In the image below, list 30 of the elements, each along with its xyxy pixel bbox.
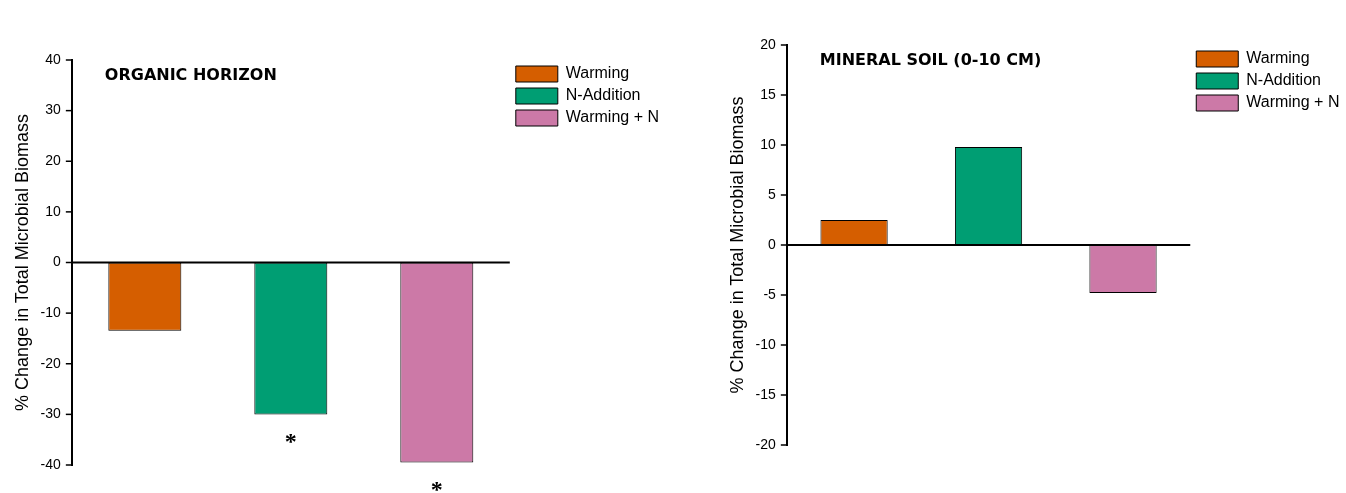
legend-label: N-Addition — [565, 86, 641, 104]
y-tick-label: 20 — [760, 35, 777, 52]
y-tick-label: 40 — [45, 50, 62, 67]
legend-label: N-Addition — [1246, 71, 1321, 89]
y-tick-label: 20 — [45, 152, 62, 169]
y-tick-label: -20 — [40, 354, 62, 371]
y-tick-label: 10 — [760, 135, 777, 152]
chart-title: MINERAL SOIL (0-10 CM) — [819, 50, 1042, 70]
y-tick-label: -10 — [40, 303, 62, 320]
legend-label: Warming + N — [1246, 93, 1340, 111]
y-tick-label: 5 — [768, 185, 777, 202]
y-tick-label: -30 — [40, 405, 62, 422]
y-axis-title: % Change in Total Microbial Biomass — [726, 96, 747, 394]
y-axis-title: % Change in Total Microbial Biomass — [11, 114, 32, 411]
y-tick-label: -20 — [755, 435, 777, 452]
y-tick-label: -40 — [40, 455, 62, 472]
data-label: * — [284, 427, 297, 454]
y-tick-label: -15 — [755, 385, 777, 402]
y-tick-label: 10 — [45, 202, 62, 219]
data-label: * — [430, 475, 443, 493]
y-tick-label: -5 — [763, 285, 777, 302]
y-tick-label: 0 — [53, 253, 62, 270]
chart-title: ORGANIC HORIZON — [104, 65, 277, 85]
legend-label: Warming — [565, 64, 630, 82]
legend-label: Warming + N — [565, 108, 659, 126]
y-tick-label: -10 — [755, 335, 777, 352]
legend-label: Warming — [1246, 49, 1310, 67]
y-tick-label: 15 — [760, 85, 777, 102]
y-tick-label: 0 — [768, 235, 777, 252]
y-tick-label: 30 — [45, 101, 62, 118]
